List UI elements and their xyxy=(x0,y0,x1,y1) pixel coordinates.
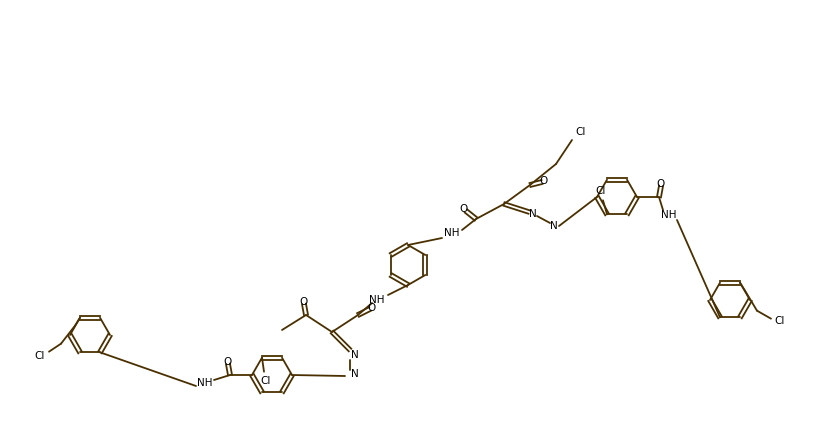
Text: O: O xyxy=(656,179,664,189)
Text: Cl: Cl xyxy=(34,351,45,361)
Text: N: N xyxy=(528,209,536,219)
Text: N: N xyxy=(550,221,557,231)
Text: Cl: Cl xyxy=(774,316,785,326)
Text: O: O xyxy=(539,176,547,186)
Text: Cl: Cl xyxy=(575,127,586,137)
Text: N: N xyxy=(351,350,359,360)
Text: O: O xyxy=(368,303,376,313)
Text: NH: NH xyxy=(197,378,212,388)
Text: NH: NH xyxy=(444,228,459,238)
Text: NH: NH xyxy=(660,210,676,220)
Text: Cl: Cl xyxy=(260,376,271,386)
Text: NH: NH xyxy=(369,295,384,305)
Text: N: N xyxy=(351,369,359,379)
Text: O: O xyxy=(224,357,232,367)
Text: Cl: Cl xyxy=(595,186,605,196)
Text: O: O xyxy=(300,297,308,307)
Text: O: O xyxy=(459,204,468,214)
